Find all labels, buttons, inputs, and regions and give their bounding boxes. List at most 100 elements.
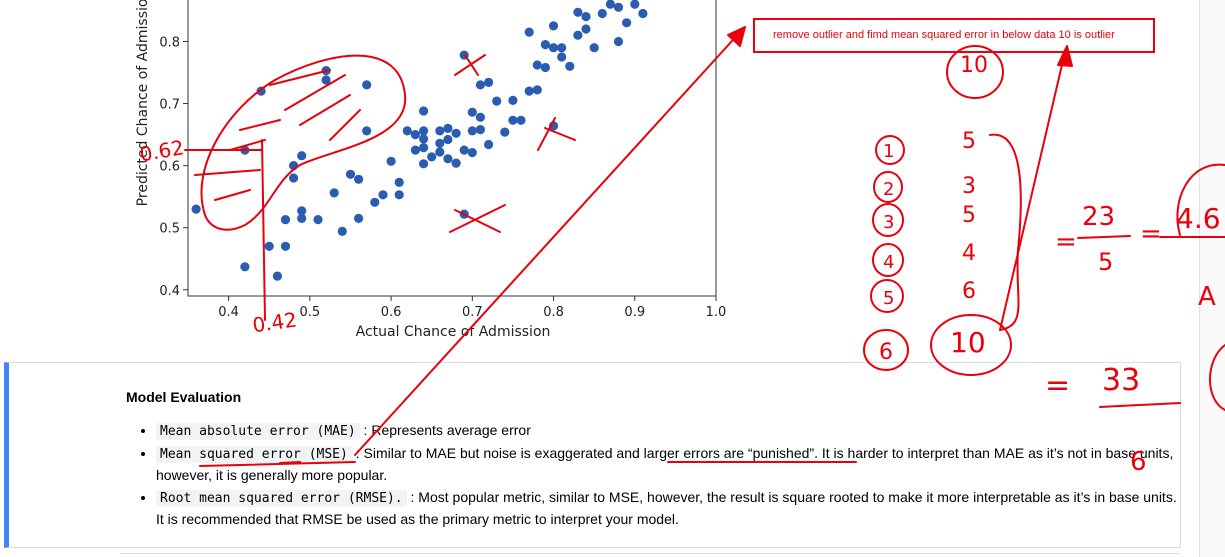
- data-point: [524, 27, 534, 37]
- data-point: [508, 115, 518, 125]
- data-point: [557, 43, 567, 53]
- x-tick-label: 0.5: [300, 305, 321, 320]
- data-point: [419, 143, 429, 153]
- data-point: [435, 147, 445, 157]
- data-point: [378, 190, 388, 200]
- data-point: [589, 43, 599, 53]
- data-point: [548, 21, 559, 31]
- data-point: [321, 75, 331, 85]
- data-point: [394, 177, 404, 187]
- y-tick-label: 0.8: [159, 35, 180, 50]
- data-point: [540, 62, 551, 73]
- data-point: [354, 174, 364, 184]
- x-tick-label: 1.0: [706, 305, 727, 320]
- data-point: [289, 173, 299, 183]
- data-point: [613, 36, 624, 47]
- data-point: [548, 43, 559, 53]
- data-point: [386, 156, 396, 166]
- x-tick-label: 0.4: [218, 305, 239, 320]
- mse-description-end: . It is harder to interpret than MAE as …: [156, 444, 1174, 484]
- data-point: [622, 18, 632, 28]
- data-point: [345, 169, 356, 179]
- divider: [120, 553, 1180, 554]
- data-point: [475, 112, 485, 122]
- data-point: [443, 134, 453, 145]
- data-point: [573, 7, 583, 17]
- x-tick-label: 0.6: [381, 305, 402, 320]
- data-point: [410, 130, 420, 140]
- data-point: [467, 107, 477, 117]
- rmse-term: Root mean squared error (RMSE).: [156, 489, 407, 507]
- data-point: [435, 138, 445, 148]
- data-point: [459, 209, 469, 219]
- mse-highlight: larger errors are “punished”: [643, 444, 815, 461]
- data-point: [548, 121, 559, 131]
- scrollbar-track[interactable]: [1199, 0, 1225, 557]
- data-point: [508, 95, 518, 105]
- data-point: [484, 139, 494, 150]
- mae-term: Mean absolute error (MAE): [156, 423, 360, 440]
- data-point: [532, 60, 542, 70]
- data-point: [321, 66, 331, 76]
- data-point: [419, 134, 429, 144]
- data-point: [297, 151, 307, 161]
- data-point: [443, 154, 453, 164]
- data-point: [394, 190, 404, 200]
- data-point: [459, 50, 469, 60]
- data-point: [638, 8, 648, 19]
- data-point: [362, 80, 372, 90]
- mae-description: : Represents average error: [359, 422, 531, 438]
- data-point: [370, 197, 380, 207]
- annotation-note: remove outlier and fimd mean squared err…: [753, 18, 1155, 53]
- data-point: [419, 106, 429, 116]
- data-point: [443, 123, 453, 133]
- mse-description-start: : Similar to MAE but noise is exaggerate…: [351, 444, 644, 461]
- scatter-plot: 0.4 0.5 0.6 0.7 0.8 0.9 1.0 0.4 0.5 0.6 0.7 0.8 Act…: [135, 0, 726, 340]
- data-point: [459, 145, 469, 155]
- data-point: [289, 161, 299, 171]
- list-item: Root mean squared error (RMSE). : Most p…: [156, 487, 1186, 531]
- data-point: [500, 127, 510, 137]
- data-point: [451, 128, 461, 138]
- list-item: Mean absolute error (MAE) : Represents a…: [156, 420, 1186, 443]
- rmse-description: : Most popular metric, similar to MSE, h…: [156, 488, 1177, 528]
- y-tick-label: 0.7: [159, 98, 180, 113]
- data-point: [419, 126, 429, 136]
- data-point: [540, 40, 551, 50]
- y-axis-label: Predicted Chance of Admission: [135, 0, 151, 206]
- data-point: [475, 125, 485, 135]
- data-point: [264, 241, 274, 251]
- mse-term: Mean squared error (MSE): [156, 445, 352, 463]
- data-point: [337, 226, 347, 236]
- x-tick-label: 0.8: [543, 305, 564, 320]
- data-point: [362, 126, 372, 136]
- metric-list: Mean absolute error (MAE) : Represents a…: [138, 420, 1186, 531]
- data-point: [435, 126, 445, 136]
- data-point: [256, 86, 266, 96]
- axis-ticks: 0.4 0.5 0.6 0.7 0.8 0.9 1.0 0.4 0.5 0.6 0.7 0.8: [159, 35, 726, 320]
- data-point: [427, 152, 437, 162]
- data-point: [419, 159, 429, 169]
- y-tick-label: 0.5: [159, 222, 180, 237]
- evaluation-title: Model Evaluation: [126, 389, 242, 405]
- data-point: [524, 86, 534, 96]
- data-point: [613, 2, 624, 12]
- list-item: Mean squared error (MSE) : Similar to MA…: [156, 443, 1186, 487]
- data-point: [410, 145, 420, 155]
- data-points: [191, 0, 648, 281]
- data-point: [280, 215, 291, 225]
- data-point: [581, 12, 591, 22]
- y-tick-label: 0.4: [159, 284, 180, 299]
- data-point: [597, 8, 607, 19]
- data-point: [467, 126, 477, 136]
- data-point: [630, 0, 640, 9]
- data-point: [573, 30, 583, 40]
- data-point: [191, 204, 201, 214]
- x-axis-label: Actual Chance of Admission: [356, 324, 551, 340]
- plot-frame: [187, 0, 717, 297]
- data-point: [354, 213, 364, 223]
- data-point: [581, 24, 591, 34]
- data-point: [565, 61, 575, 71]
- data-point: [402, 126, 412, 136]
- data-point: [516, 115, 526, 125]
